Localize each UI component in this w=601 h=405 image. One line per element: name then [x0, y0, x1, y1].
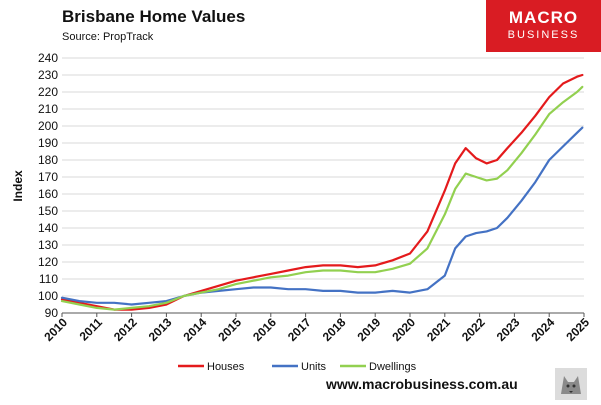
- series-lines: [60, 73, 584, 311]
- x-tick-label: 2025: [563, 315, 592, 344]
- x-tick-label: 2020: [389, 315, 418, 344]
- x-tick-label: 2022: [459, 315, 488, 344]
- x-axis-ticks: 2010 2011 2012 2013 2014 2015 2016 2017 2018 2019…: [41, 313, 592, 344]
- series-line-units: [60, 126, 584, 306]
- y-tick-label: 150: [38, 204, 58, 218]
- grid-lines: [62, 57, 584, 314]
- legend-label: Dwellings: [369, 361, 417, 373]
- x-tick-label: 2017: [285, 315, 314, 344]
- logo-line1: MACRO: [508, 8, 579, 27]
- x-tick-label: 2011: [77, 315, 106, 344]
- x-tick-label: 2019: [355, 315, 384, 344]
- series-line-dwellings: [60, 85, 584, 311]
- y-tick-label: 190: [38, 136, 58, 150]
- y-tick-label: 100: [38, 289, 58, 303]
- x-tick-label: 2012: [111, 315, 140, 344]
- wolf-icon: [555, 368, 587, 400]
- x-tick-label: 2024: [529, 315, 558, 344]
- logo-line2: BUSINESS: [507, 29, 580, 41]
- x-tick-label: 2013: [146, 315, 175, 344]
- y-tick-label: 130: [38, 238, 58, 252]
- y-axis-ticks: 90 100 110 120 130 140 150 160 170 180 190 200 210 22…: [38, 51, 58, 320]
- y-tick-label: 220: [38, 85, 58, 99]
- y-tick-label: 210: [38, 102, 58, 116]
- legend: Houses Units Dwellings: [178, 361, 417, 373]
- x-tick-label: 2014: [181, 315, 210, 344]
- y-tick-label: 200: [38, 119, 58, 133]
- y-tick-label: 90: [45, 306, 59, 320]
- legend-label: Units: [301, 361, 327, 373]
- y-tick-label: 140: [38, 221, 58, 235]
- y-tick-label: 120: [38, 255, 58, 269]
- x-tick-label: 2021: [424, 315, 453, 344]
- x-tick-label: 2018: [320, 315, 349, 344]
- y-tick-label: 110: [39, 272, 58, 286]
- y-axis-label: Index: [11, 170, 25, 202]
- y-tick-label: 170: [38, 170, 58, 184]
- x-tick-label: 2023: [494, 315, 523, 344]
- series-line-houses: [60, 73, 584, 311]
- y-tick-label: 180: [38, 153, 58, 167]
- y-tick-label: 240: [38, 51, 58, 65]
- chart-source: Source: PropTrack: [62, 31, 154, 43]
- legend-label: Houses: [207, 361, 245, 373]
- chart-title: Brisbane Home Values: [62, 7, 246, 26]
- y-tick-label: 160: [38, 187, 58, 201]
- x-tick-label: 2015: [215, 315, 244, 344]
- y-tick-label: 230: [38, 68, 58, 82]
- footer-url: www.macrobusiness.com.au: [326, 376, 518, 392]
- macrobusiness-logo: MACRO BUSINESS: [486, 0, 601, 52]
- x-tick-label: 2016: [250, 315, 279, 344]
